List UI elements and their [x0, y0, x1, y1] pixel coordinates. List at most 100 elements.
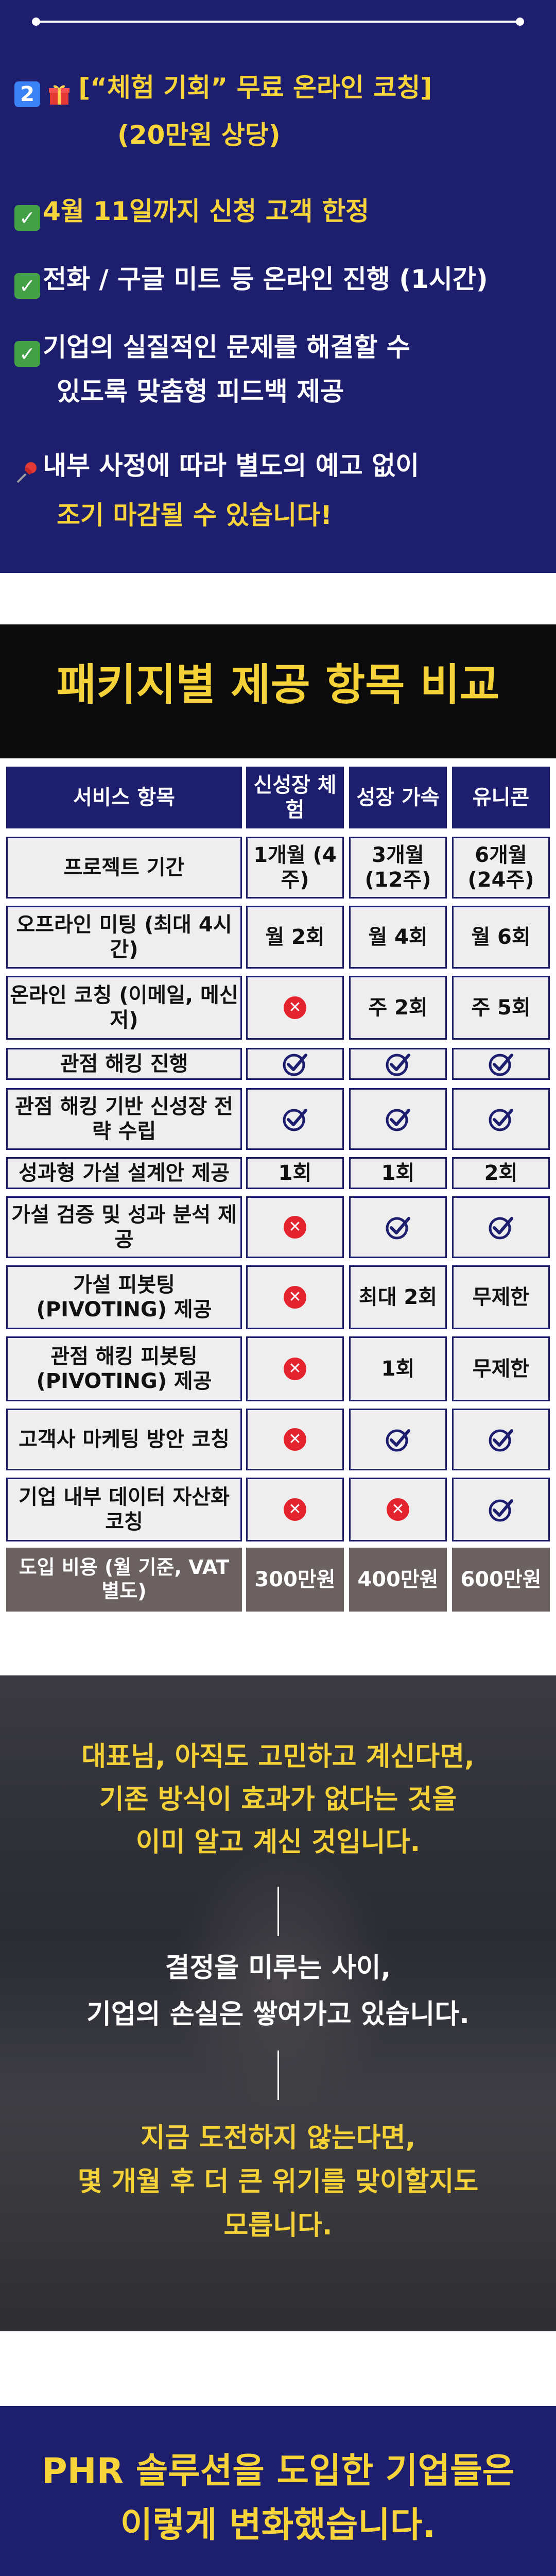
package-value: 300만원 — [254, 1568, 336, 1591]
package-value-cell — [349, 1088, 447, 1150]
results-title-line1: PHR 솔루션을 도입한 기업들은 — [41, 2451, 515, 2492]
package-value-cell: 성장 가속 — [349, 767, 447, 828]
package-value-cell: ✕ — [246, 1196, 344, 1258]
service-item-cell: 가설 검증 및 성과 분석 제공 — [6, 1196, 242, 1258]
service-item-cell: 관점 해킹 진행 — [6, 1048, 242, 1080]
package-value: 6개월 (24주) — [467, 843, 534, 892]
package-value: 1개월 (4주) — [253, 843, 337, 892]
service-item-cell: 관점 해킹 피봇팅 (PIVOTING) 제공 — [6, 1336, 242, 1401]
service-item-label: 프로젝트 기간 — [63, 856, 185, 879]
service-item-label: 관점 해킹 피봇팅 (PIVOTING) 제공 — [36, 1345, 212, 1393]
package-value-cell — [452, 1478, 550, 1541]
results-banner: PHR 솔루션을 도입한 기업들은 이렇게 변화했습니다. — [0, 2406, 556, 2576]
service-item-label: 가설 검증 및 성과 분석 제공 — [11, 1203, 237, 1251]
package-value-cell — [246, 1048, 344, 1080]
check-circle-icon — [283, 1054, 307, 1076]
ceo-message-line: 이미 알고 계신 것입니다. — [135, 1827, 421, 1858]
service-item-cell: 고객사 마케팅 방안 코칭 — [6, 1409, 242, 1470]
service-item-cell: 온라인 코칭 (이메일, 메신저) — [6, 976, 242, 1040]
check-circle-icon — [283, 1109, 307, 1131]
pushpin-icon — [16, 462, 37, 483]
results-title-line2: 이렇게 변화했습니다. — [120, 2505, 436, 2546]
package-value: 주 2회 — [368, 996, 428, 1020]
package-value: 월 6회 — [471, 925, 531, 949]
package-value-cell: ✕ — [246, 1409, 344, 1470]
bullet-text: 기업의 실질적인 문제를 해결할 수 — [43, 332, 410, 362]
service-item-label: 고객사 마케팅 방안 코칭 — [19, 1428, 230, 1451]
package-value: 유니콘 — [472, 786, 530, 809]
ceo-message-line: 기업의 손실은 쌓여가고 있습니다. — [86, 1999, 470, 2030]
check-circle-icon — [489, 1054, 513, 1076]
package-value: 최대 2회 — [358, 1285, 438, 1309]
table-row: 기업 내부 데이터 자산화 코칭 ✕ ✕ — [6, 1478, 550, 1541]
ceo-message-line: 지금 도전하지 않는다면, — [140, 2123, 416, 2154]
package-value-cell: ✕ — [246, 1478, 344, 1541]
service-item-label: 관점 해킹 진행 — [60, 1052, 188, 1076]
package-value-cell: 2회 — [452, 1157, 550, 1189]
package-value-cell: ✕ — [349, 1478, 447, 1541]
table-row: 온라인 코칭 (이메일, 메신저) ✕ 주 2회 주 5회 — [6, 976, 550, 1040]
service-item-cell: 관점 해킹 기반 신성장 전략 수립 — [6, 1088, 242, 1150]
ceo-message-line: 몇 개월 후 더 큰 위기를 맞이할지도 — [77, 2166, 479, 2197]
number-2-icon: 2 — [14, 81, 40, 107]
package-value-cell: 1개월 (4주) — [246, 837, 344, 899]
package-value-cell: 무제한 — [452, 1336, 550, 1401]
package-value-cell: 유니콘 — [452, 767, 550, 828]
package-value-cell: 주 5회 — [452, 976, 550, 1040]
table-row: 오프라인 미팅 (최대 4시간) 월 2회 월 4회 월 6회 — [6, 906, 550, 969]
table-header-row: 서비스 항목 신성장 체험 성장 가속 유니콘 — [6, 767, 550, 828]
x-circle-icon: ✕ — [387, 1498, 409, 1521]
table-row: 가설 검증 및 성과 분석 제공 ✕ — [6, 1196, 550, 1258]
package-value-cell — [246, 1088, 344, 1150]
worried-person-silhouette — [170, 1845, 396, 2113]
service-item-label: 서비스 항목 — [73, 786, 175, 809]
package-value-cell: 최대 2회 — [349, 1265, 447, 1329]
notice-text: 내부 사정에 따라 별도의 예고 없이 — [43, 451, 420, 481]
package-value-cell: 300만원 — [246, 1548, 344, 1612]
package-value-cell: 월 4회 — [349, 906, 447, 969]
package-value-cell: 1회 — [349, 1157, 447, 1189]
notice-row: 내부 사정에 따라 별도의 예고 없이 — [14, 445, 419, 485]
package-value-cell — [349, 1196, 447, 1258]
x-circle-icon: ✕ — [284, 1358, 306, 1380]
vertical-divider — [277, 1887, 279, 1936]
service-item-label: 기업 내부 데이터 자산화 코칭 — [19, 1485, 230, 1534]
package-value: 1회 — [381, 1161, 415, 1185]
check-icon: ✓ — [14, 205, 40, 231]
ceo-message-line: 모릅니다. — [223, 2210, 333, 2241]
check-circle-icon — [386, 1217, 410, 1240]
ceo-message-line: 대표님, 아직도 고민하고 계신다면, — [81, 1741, 475, 1772]
check-icon: ✓ — [14, 273, 40, 299]
service-item-cell: 서비스 항목 — [6, 767, 242, 828]
ceo-message-section: 대표님, 아직도 고민하고 계신다면, 기존 방식이 효과가 없다는 것을 이미… — [0, 1675, 556, 2331]
table-row: 성과형 가설 설계안 제공 1회 1회 2회 — [6, 1157, 550, 1189]
service-item-cell: 오프라인 미팅 (최대 4시간) — [6, 906, 242, 969]
decorative-divider — [32, 18, 524, 26]
package-value: 주 5회 — [471, 996, 531, 1020]
check-circle-icon — [386, 1429, 410, 1452]
package-value: 무제한 — [472, 1285, 530, 1309]
x-circle-icon: ✕ — [284, 1428, 306, 1451]
package-value-cell: ✕ — [246, 1265, 344, 1329]
service-item-cell: 가설 피봇팅 (PIVOTING) 제공 — [6, 1265, 242, 1329]
vertical-divider — [277, 2050, 279, 2100]
service-item-cell: 성과형 가설 설계안 제공 — [6, 1157, 242, 1189]
comparison-title: 패키지별 제공 항목 비교 — [56, 659, 500, 710]
offer-title-row: 2 [“체험 기회” 무료 온라인 코칭] — [14, 67, 432, 107]
check-circle-icon — [489, 1109, 513, 1131]
bullet-row-3: ✓ 기업의 실질적인 문제를 해결할 수 — [14, 327, 410, 367]
table-row: 관점 해킹 피봇팅 (PIVOTING) 제공 ✕ 1회 무제한 — [6, 1336, 550, 1401]
package-value-cell: ✕ — [246, 1336, 344, 1401]
table-row: 고객사 마케팅 방안 코칭 ✕ — [6, 1409, 550, 1470]
bullet-text: 4월 11일까지 신청 고객 한정 — [43, 196, 370, 226]
package-value-cell: 6개월 (24주) — [452, 837, 550, 899]
x-circle-icon: ✕ — [284, 1498, 306, 1521]
package-value-cell — [452, 1088, 550, 1150]
check-circle-icon — [386, 1054, 410, 1076]
package-value-cell — [452, 1196, 550, 1258]
package-value-cell: 1회 — [246, 1157, 344, 1189]
package-value-cell: 신성장 체험 — [246, 767, 344, 828]
service-item-label: 온라인 코칭 (이메일, 메신저) — [10, 984, 238, 1032]
x-circle-icon: ✕ — [284, 1286, 306, 1309]
service-item-label: 도입 비용 (월 기준, VAT 별도) — [19, 1556, 230, 1602]
